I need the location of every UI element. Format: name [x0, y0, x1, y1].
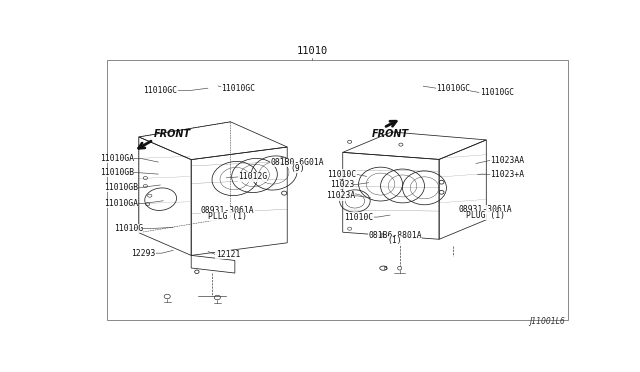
Text: 11010C: 11010C — [344, 212, 373, 222]
Text: 081B0-6G01A: 081B0-6G01A — [271, 158, 324, 167]
Text: 11023+A: 11023+A — [490, 170, 525, 179]
Text: 11010GC: 11010GC — [479, 88, 514, 97]
Text: PLLG (1): PLLG (1) — [208, 212, 247, 221]
Text: 11010: 11010 — [296, 45, 328, 55]
Text: 11010GC: 11010GC — [436, 84, 470, 93]
Text: 11010GC: 11010GC — [143, 86, 177, 95]
Text: 08931-3061A: 08931-3061A — [459, 205, 513, 214]
Text: 11010GB: 11010GB — [100, 168, 134, 177]
Text: 12293: 12293 — [131, 248, 156, 258]
Text: 11010C: 11010C — [327, 170, 356, 179]
Text: FRONT: FRONT — [154, 129, 191, 139]
Text: B: B — [383, 266, 387, 271]
Text: 11012G: 11012G — [238, 173, 268, 182]
Text: 11010GC: 11010GC — [221, 84, 255, 93]
Text: B: B — [281, 158, 285, 163]
Text: PLUG (1): PLUG (1) — [466, 211, 505, 220]
Text: 11023: 11023 — [330, 180, 354, 189]
Text: (9): (9) — [290, 164, 305, 173]
Text: 11023AA: 11023AA — [490, 156, 525, 165]
Text: 11010GA: 11010GA — [104, 199, 138, 208]
Text: 081B6-8801A: 081B6-8801A — [368, 231, 422, 240]
Text: FRONT: FRONT — [372, 129, 409, 140]
Text: 11023A: 11023A — [326, 191, 355, 201]
Text: (1): (1) — [388, 236, 403, 246]
Text: J11001L6: J11001L6 — [529, 317, 565, 326]
Text: 11010GB: 11010GB — [104, 183, 138, 192]
Text: 12121: 12121 — [216, 250, 240, 259]
Text: 11010GA: 11010GA — [100, 154, 134, 163]
Text: 08931-3061A: 08931-3061A — [201, 206, 255, 215]
Text: B: B — [381, 232, 384, 238]
Text: 11010G: 11010G — [114, 224, 143, 233]
